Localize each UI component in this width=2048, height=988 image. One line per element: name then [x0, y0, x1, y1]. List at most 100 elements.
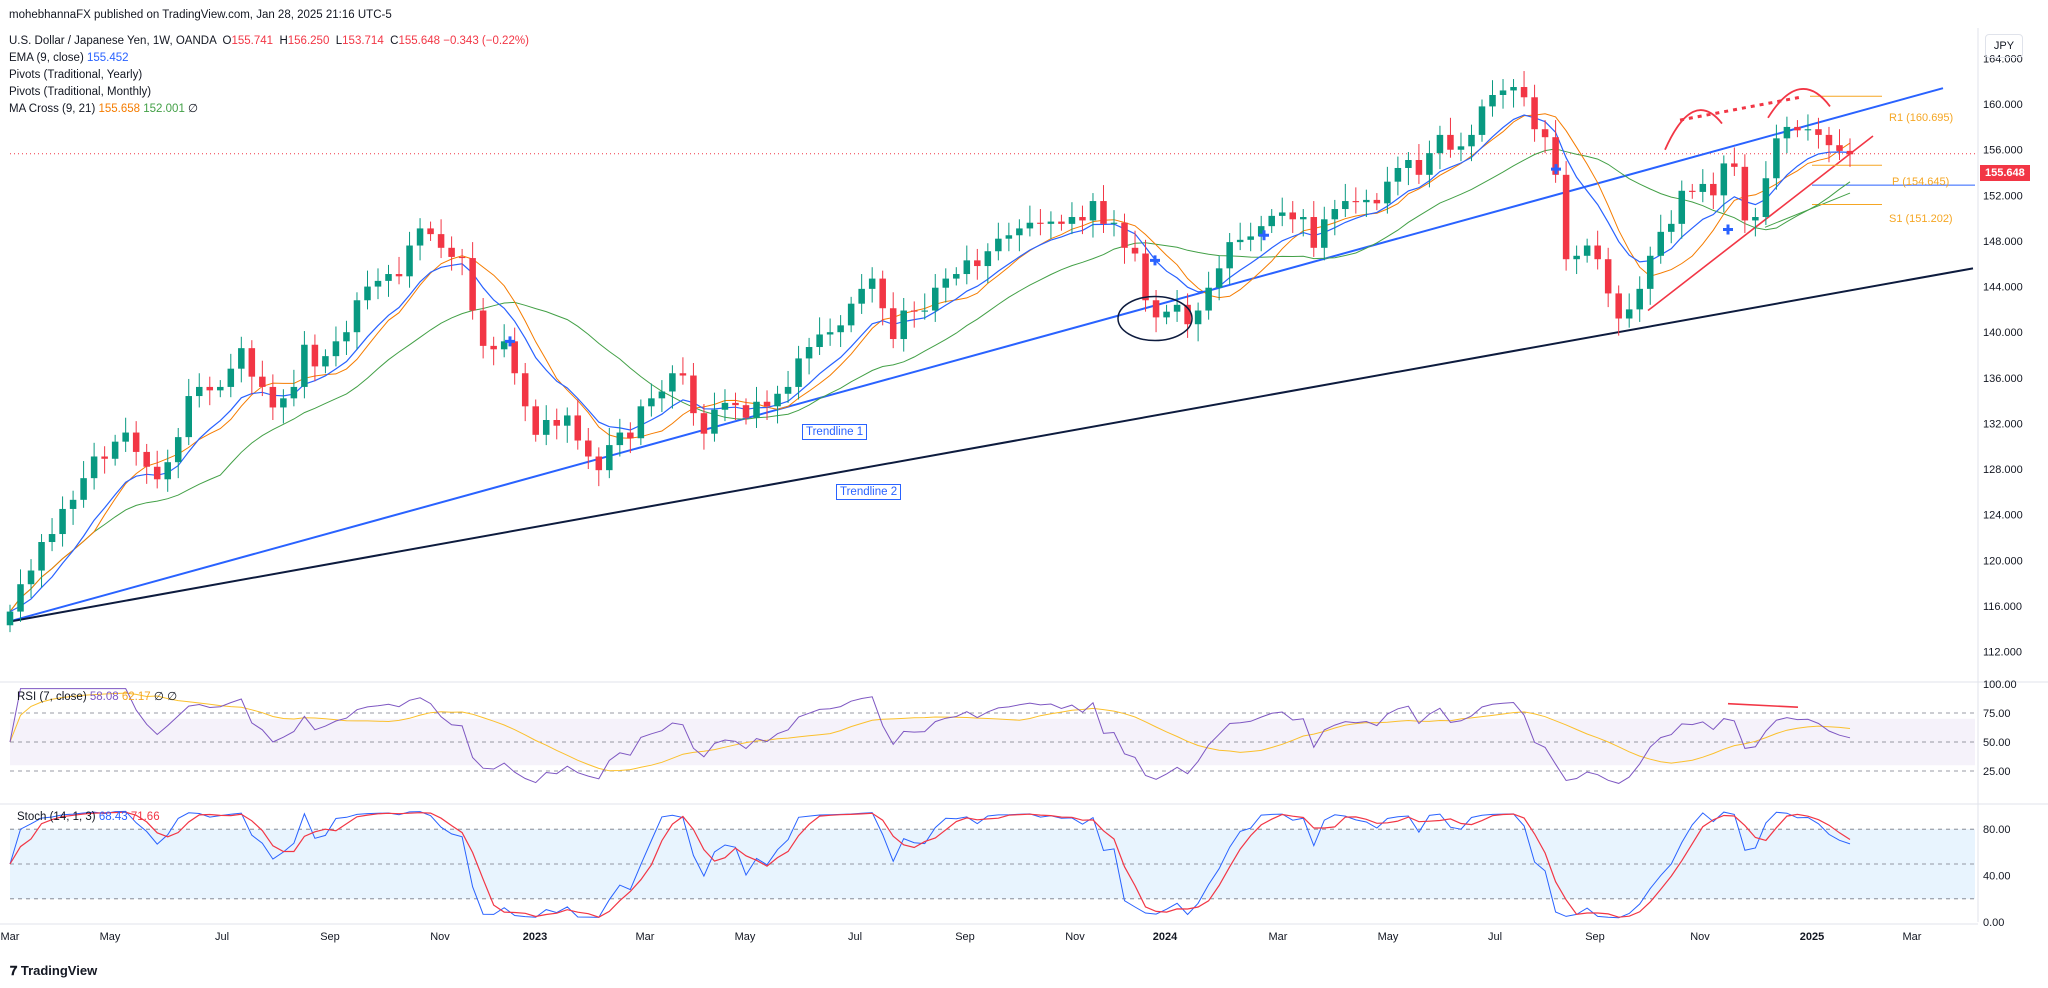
pivots-monthly-legend[interactable]: Pivots (Traditional, Monthly) [9, 86, 152, 98]
candle-body [1131, 247, 1139, 254]
currency-button[interactable]: JPY [1985, 34, 2023, 58]
candle-body [669, 373, 676, 392]
x-tick-label: Nov [1690, 931, 1710, 943]
candle-body [280, 398, 287, 408]
candle-body [1257, 226, 1265, 237]
x-tick-label: Nov [1065, 931, 1085, 943]
candle-body [805, 347, 813, 359]
ma-cross-marker [1723, 224, 1733, 235]
x-tick-label: 2025 [1800, 931, 1824, 943]
candle-body [1058, 221, 1065, 224]
candle-body [1825, 134, 1833, 146]
candle-body [1226, 242, 1233, 269]
candle-body [1089, 201, 1097, 221]
candle-body [974, 260, 981, 267]
tradingview-logo[interactable]: 𝟕 TradingView [10, 963, 98, 978]
candle-body [1594, 245, 1601, 260]
candle-body [847, 303, 855, 326]
candle-body [658, 391, 666, 399]
annotation-arc [1767, 88, 1831, 119]
candle-body [353, 300, 361, 333]
candle-body [1426, 153, 1433, 175]
candle-body [1184, 304, 1191, 325]
candle-body [1363, 199, 1370, 203]
y-tick-label: 156.000 [1983, 145, 2023, 157]
y-tick-label: 136.000 [1983, 373, 2023, 385]
candle-body [1468, 134, 1475, 147]
candle-body [826, 332, 834, 335]
stoch-tick-label: 80.00 [1983, 824, 2011, 836]
candle-body [574, 415, 582, 441]
x-tick-label: Mar [1269, 931, 1288, 943]
x-tick-label: May [735, 931, 756, 943]
candle-body [1016, 228, 1023, 236]
candle-body [406, 245, 413, 277]
x-tick-label: Mar [1903, 931, 1922, 943]
trendline-1 [7, 87, 1944, 623]
candle-body [1583, 245, 1591, 256]
candle-body [1762, 178, 1770, 218]
candle-body [679, 373, 687, 376]
candle-body [311, 344, 319, 367]
candle-body [1110, 222, 1118, 224]
ohlc-close: C155.648 [390, 35, 441, 47]
candle-body [1405, 160, 1412, 168]
pivots-yearly-legend[interactable]: Pivots (Traditional, Yearly) [9, 69, 143, 81]
candle-body [984, 251, 992, 267]
candle-body [953, 274, 960, 279]
candle-body [48, 534, 56, 543]
stoch-band [10, 829, 1975, 899]
candle-body [332, 341, 340, 357]
candle-body [479, 310, 487, 346]
ohlc-open: O155.741 [222, 35, 274, 47]
candle-body [416, 228, 424, 246]
y-tick-label: 128.000 [1983, 464, 2023, 476]
rsi-legend[interactable]: RSI (7, close) 58.08 62.17 ∅ ∅ [17, 691, 178, 703]
candle-body [700, 413, 708, 434]
stoch-k-value: 68.43 [98, 811, 128, 823]
candle-body [1457, 146, 1465, 150]
trendline-2-label[interactable]: Trendline 2 [836, 484, 902, 500]
ma-cross-legend[interactable]: MA Cross (9, 21) 155.658 152.001 ∅ [9, 103, 199, 115]
candle-body [132, 432, 140, 452]
candle-body [753, 401, 760, 418]
candle-body [784, 386, 792, 394]
candle-body [721, 402, 729, 410]
candle-body [1352, 201, 1360, 203]
candle-body [248, 348, 256, 377]
rsi-tick-label: 75.00 [1983, 708, 2011, 720]
candle-body [1657, 231, 1665, 256]
trendline-1-label[interactable]: Trendline 1 [802, 424, 868, 440]
candle-body [1247, 236, 1254, 240]
ema-legend[interactable]: EMA (9, close) 155.452 [9, 52, 129, 64]
candle-body [1489, 95, 1496, 107]
symbol-title: U.S. Dollar / Japanese Yen, 1W, OANDA [9, 35, 217, 47]
pivot-p-label: P (154.645) [1892, 176, 1950, 188]
candle-body [690, 375, 697, 414]
candle-body [1520, 87, 1528, 98]
stoch-d-line [9, 811, 1851, 918]
symbol-legend[interactable]: U.S. Dollar / Japanese Yen, 1W, OANDA O1… [9, 34, 529, 48]
candle-body [1804, 129, 1812, 131]
candle-body [1720, 163, 1728, 196]
candle-body [1100, 201, 1107, 224]
candle-body [164, 462, 171, 480]
candle-body [900, 310, 907, 340]
candle-body [1194, 310, 1202, 325]
x-tick-label: 2023 [523, 931, 547, 943]
pivot-s1-label: S1 (151.202) [1889, 213, 1953, 225]
candle-body [1531, 97, 1538, 130]
candle-body [427, 228, 434, 235]
candle-body [364, 286, 371, 301]
stoch-legend[interactable]: Stoch (14, 1, 3) 68.43 71.66 [17, 811, 160, 823]
candle-body [1299, 217, 1307, 220]
candle-body [469, 258, 476, 311]
ma-slow-value: 152.001 [143, 103, 185, 115]
candle-body [795, 358, 802, 387]
candle-body [343, 332, 350, 342]
candle-body [1321, 219, 1328, 248]
candle-body [627, 432, 634, 439]
candle-body [27, 570, 35, 585]
candle-body [1331, 209, 1339, 220]
